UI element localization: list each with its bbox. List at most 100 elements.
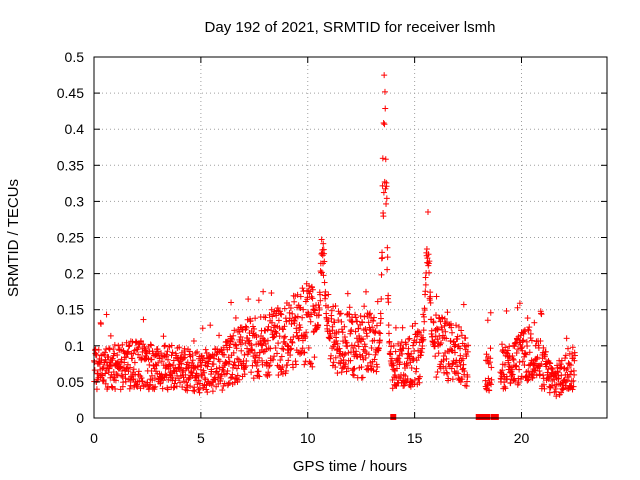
data-point — [165, 356, 172, 363]
data-point — [273, 312, 280, 319]
data-point — [515, 379, 522, 386]
data-point — [351, 342, 358, 349]
data-point — [332, 303, 339, 310]
data-point — [160, 377, 167, 384]
data-point — [180, 355, 187, 362]
data-point — [184, 382, 191, 389]
data-point — [460, 301, 467, 308]
data-point — [352, 311, 359, 318]
data-point — [381, 121, 388, 128]
data-point — [392, 372, 399, 379]
data-point — [248, 342, 255, 349]
data-point — [190, 337, 197, 344]
data-point — [287, 352, 294, 359]
data-point — [220, 383, 227, 390]
data-point — [316, 304, 323, 311]
data-point — [371, 356, 378, 363]
data-point — [433, 374, 440, 381]
data-point — [205, 358, 212, 365]
data-point — [277, 357, 284, 364]
data-point — [331, 319, 338, 326]
gap-marker — [475, 414, 482, 420]
data-point — [377, 330, 384, 337]
data-point — [381, 72, 388, 79]
y-tick-label: 0.5 — [65, 49, 85, 65]
data-point — [486, 380, 493, 387]
data-point — [564, 377, 571, 384]
data-point — [462, 334, 469, 341]
data-point — [273, 330, 280, 337]
data-point — [107, 332, 114, 339]
data-point — [328, 307, 335, 314]
data-point — [237, 358, 244, 365]
y-tick-label: 0.05 — [57, 374, 84, 390]
data-point — [349, 319, 356, 326]
data-point — [529, 374, 536, 381]
data-point — [370, 367, 377, 374]
data-point — [159, 385, 166, 392]
data-point — [442, 320, 449, 327]
data-point — [256, 373, 263, 380]
data-point — [384, 266, 391, 273]
data-point — [201, 369, 208, 376]
x-axis-title: GPS time / hours — [293, 458, 407, 475]
data-point — [262, 340, 269, 347]
data-point — [253, 334, 260, 341]
y-tick-label: 0.2 — [65, 266, 85, 282]
data-point — [182, 371, 189, 378]
data-point — [386, 338, 393, 345]
data-point — [245, 296, 252, 303]
data-point — [374, 363, 381, 370]
data-point — [274, 350, 281, 357]
data-point — [558, 357, 565, 364]
data-point — [223, 342, 230, 349]
y-axis-title: SRMTID / TECUs — [5, 179, 22, 297]
data-point — [130, 366, 137, 373]
data-point — [339, 329, 346, 336]
data-point — [435, 350, 442, 357]
data-point — [223, 370, 230, 377]
data-point — [284, 362, 291, 369]
data-point — [420, 336, 427, 343]
data-point — [308, 311, 315, 318]
data-point — [111, 374, 118, 381]
data-point — [322, 292, 329, 299]
data-point — [410, 355, 417, 362]
data-point — [569, 386, 576, 393]
data-point — [327, 355, 334, 362]
grid — [94, 57, 607, 418]
data-point — [448, 365, 455, 372]
data-point — [114, 372, 121, 379]
data-point — [527, 361, 534, 368]
data-point — [359, 374, 366, 381]
gap-marker — [480, 414, 487, 420]
data-point — [352, 328, 359, 335]
data-point — [538, 360, 545, 367]
data-point — [242, 323, 249, 330]
data-point — [255, 297, 262, 304]
data-point — [283, 318, 290, 325]
data-point — [152, 368, 159, 375]
data-point — [310, 306, 317, 313]
data-point — [393, 382, 400, 389]
data-point — [517, 376, 524, 383]
data-point — [443, 355, 450, 362]
data-point — [297, 293, 304, 300]
data-point — [289, 339, 296, 346]
data-point — [564, 345, 571, 352]
data-point — [276, 324, 283, 331]
data-point — [198, 372, 205, 379]
data-point — [170, 384, 177, 391]
data-point — [334, 340, 341, 347]
data-point — [102, 370, 109, 377]
data-point — [266, 371, 273, 378]
data-point — [504, 347, 511, 354]
data-point — [297, 351, 304, 358]
data-point — [363, 350, 370, 357]
data-point — [553, 393, 560, 400]
data-point — [402, 372, 409, 379]
data-point — [422, 281, 429, 288]
data-point — [336, 311, 343, 318]
data-point — [417, 352, 424, 359]
data-point — [294, 313, 301, 320]
